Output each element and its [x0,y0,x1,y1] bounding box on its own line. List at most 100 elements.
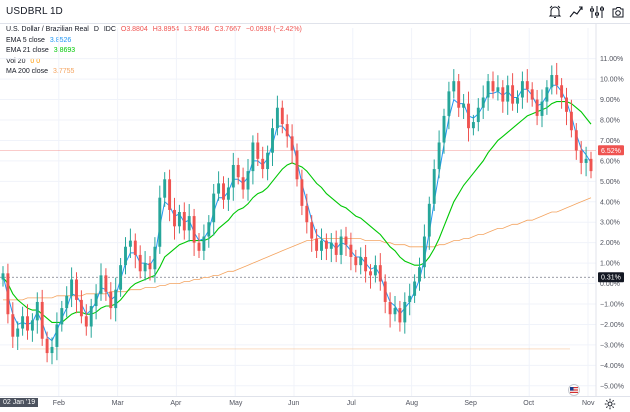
candle-body [447,91,451,116]
ohlc-change: −0.0938 (−2.42%) [245,26,302,33]
candle-body [192,216,196,243]
chart-toolbar: USDBRL 1D [0,0,630,24]
candle-body [496,87,500,92]
candle-body [476,107,480,123]
time-axis[interactable]: Feb Mar Apr May Jun Jul Aug Sep Oct Nov [0,396,630,412]
candle-body [35,301,39,321]
candle-body [280,107,284,125]
interval-label[interactable]: 1D [50,6,63,17]
candle-body [334,242,338,255]
candle-body [320,240,323,251]
candle-body [511,85,515,104]
legend-ema21[interactable]: EMA 21 close 3.8693 [6,47,76,55]
instrument-name: U.S. Dollar / Brazilian Real [6,26,89,33]
candle-body [437,142,441,170]
y-tick-label: 10.00% [600,77,624,84]
candle-body [114,289,118,309]
horizontal-lines [0,149,596,350]
candle-body [226,187,230,200]
legend-ma200[interactable]: MA 200 close 3.7755 [6,68,75,76]
candle-body [163,179,167,198]
ohlc-low: L3.7846 [184,26,210,33]
indicators-icon[interactable] [588,3,606,21]
flag-icon [568,384,580,396]
ema21-line [2,101,592,323]
candle-body [560,85,564,98]
candle-body [153,246,157,270]
candle-body [45,338,49,354]
candle-body [109,291,113,309]
candle-body [182,212,186,231]
candle-body [520,81,524,98]
candle-body [545,87,549,102]
candle-body [310,222,314,239]
candle-body [94,293,98,307]
candle-body [506,85,510,102]
candle-body [378,265,382,282]
candle-body [584,158,588,163]
y-tick-label: −1.00% [600,302,624,309]
price-axis[interactable]: −5.00% −4.00% −3.00% −2.00% −1.00% 0.00% 1.00%… [600,56,624,390]
chart-legend: U.S. Dollar / Brazilian Real D IDC O3.88… [6,25,305,78]
candle-body [124,246,127,266]
x-tick-label: Mar [111,400,124,407]
alert-icon[interactable] [546,3,564,21]
candle-body [398,308,402,323]
compare-icon[interactable] [567,3,585,21]
ohlc-close: C3.7667 [214,26,241,33]
candle-body [231,164,235,188]
last-price-tag: 6.52% [601,148,621,155]
crosshair-date-tag: 02 Jan '19 [0,398,39,407]
candle-body [486,81,490,98]
candle-body [442,115,446,143]
y-tick-label: 2.00% [600,240,620,247]
candle-body [565,97,568,112]
candle-body [236,164,240,178]
x-tick-label: Aug [405,400,419,407]
settings-icon[interactable] [604,398,616,410]
candle-body [393,308,397,315]
candle-body [11,314,15,337]
y-tick-label: 0.00% [600,281,620,288]
candle-body [21,316,25,329]
candle-body [344,236,348,245]
y-tick-label: 6.00% [600,158,620,165]
candle-body [256,142,260,159]
candle-body [261,158,265,170]
candle-body [462,103,466,108]
x-tick-label: Oct [523,400,535,407]
candle-body [16,328,20,337]
candle-body [99,275,103,294]
candle-body [574,130,578,151]
candle-body [148,263,152,270]
candle-body [30,320,34,331]
candle-body [168,179,172,210]
legend-vol[interactable]: Vol 20 0 0 [6,57,41,65]
ma200-line [3,197,592,301]
ema21-value: 3.8693 [53,47,76,55]
legend-ema5[interactable]: EMA 5 close 3.8526 [6,36,72,44]
candle-body [579,150,583,163]
candle-body [491,81,495,92]
grid [0,24,597,396]
candle-body [119,265,123,290]
candle-body [197,242,201,251]
snapshot-icon[interactable] [609,3,627,21]
price-tags: 6.52% 0.31% [598,145,624,283]
candle-body [50,346,54,354]
candle-body [70,279,74,296]
candle-body [133,240,137,255]
candle-body [275,107,279,129]
symbol-label[interactable]: USDBRL [6,6,48,17]
x-tick-label: Sep [464,400,477,407]
candle-body [222,183,225,200]
candle-body [55,324,59,347]
x-tick-label: May [229,400,243,407]
candle-body [422,236,426,268]
price-chart[interactable]: −5.00% −4.00% −3.00% −2.00% −1.00% 0.00% 1.00%… [0,24,630,396]
y-tick-label: 7.00% [600,138,620,145]
y-tick-label: 3.00% [600,220,620,227]
candle-body [173,209,176,227]
candle-body [403,301,407,323]
candle-body [388,301,392,315]
